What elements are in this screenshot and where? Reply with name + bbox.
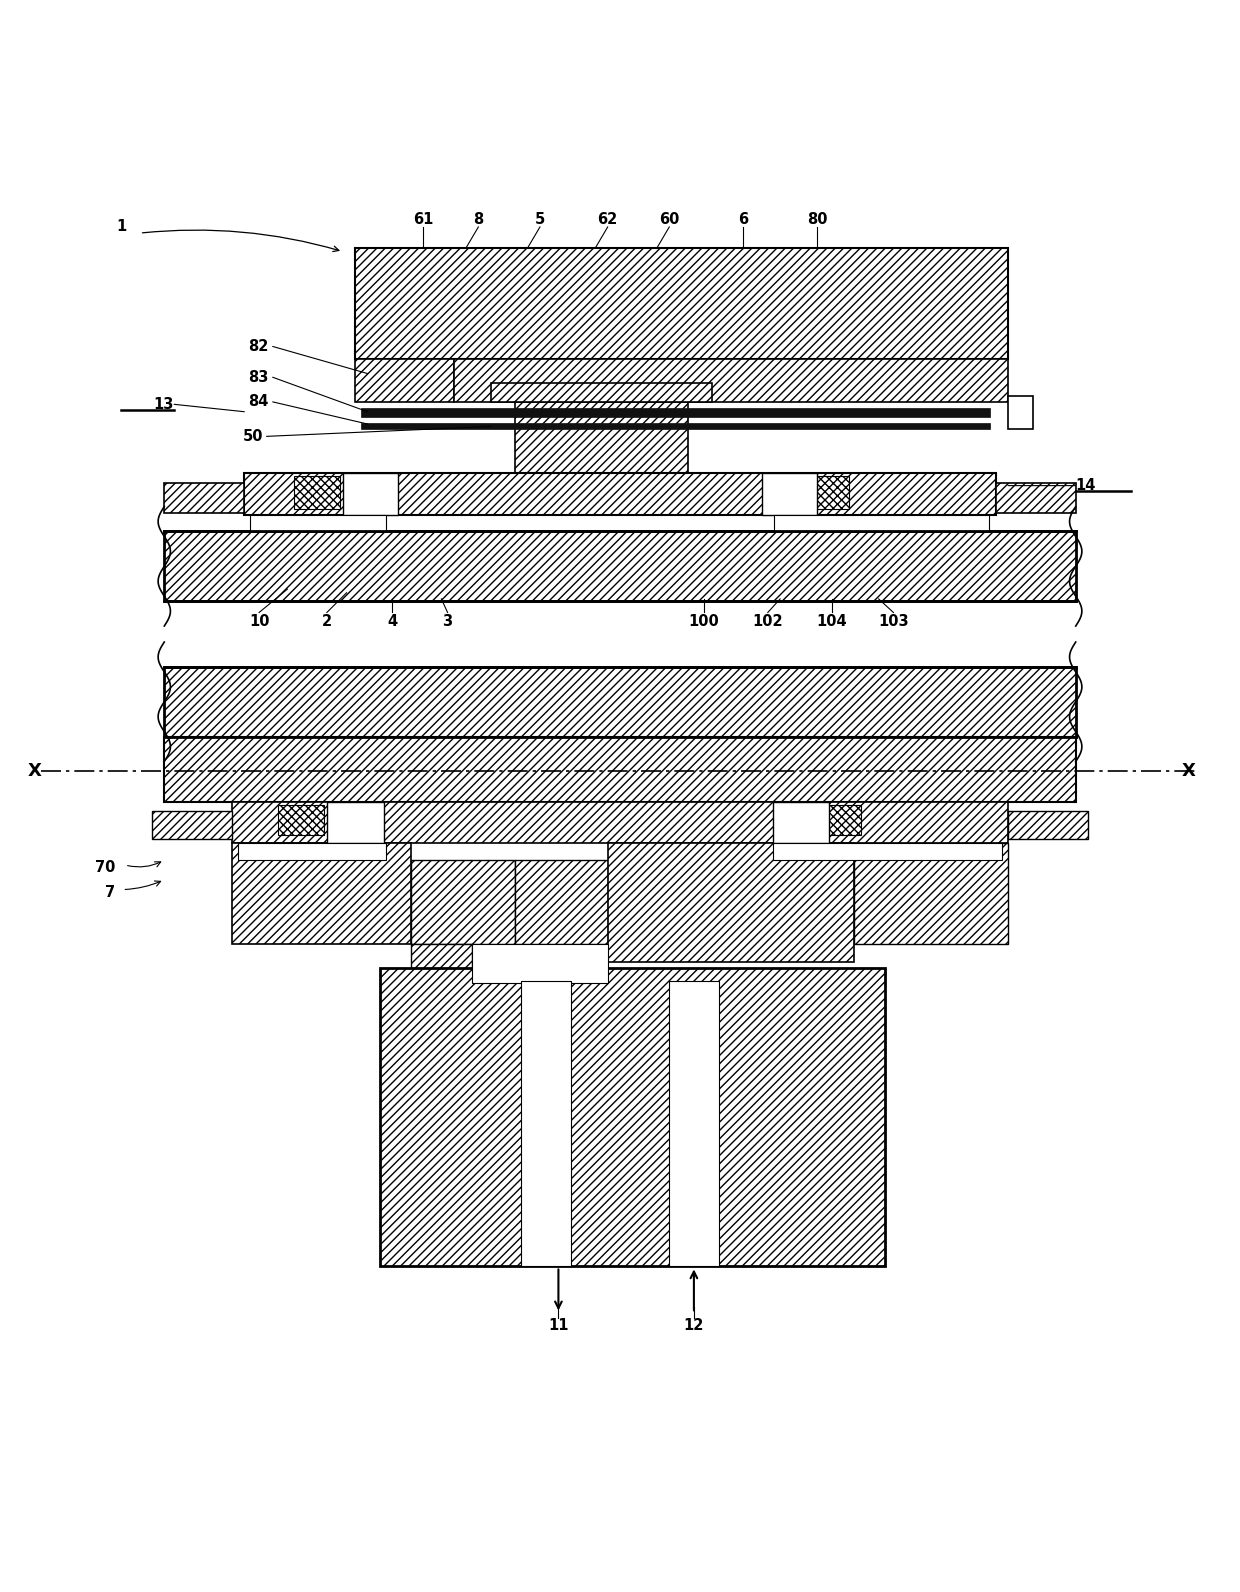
Bar xyxy=(278,804,325,836)
Bar xyxy=(1008,396,1033,428)
Text: 11: 11 xyxy=(548,1318,569,1333)
Text: 4: 4 xyxy=(387,613,397,629)
Text: 14: 14 xyxy=(1076,478,1096,494)
Text: 70: 70 xyxy=(94,860,115,876)
Bar xyxy=(773,802,830,842)
Text: 82: 82 xyxy=(248,339,269,353)
Bar xyxy=(670,981,718,1267)
Bar xyxy=(996,482,1076,513)
Bar xyxy=(774,516,990,532)
Bar xyxy=(854,842,1008,944)
Bar xyxy=(164,737,1076,802)
Text: 8: 8 xyxy=(474,212,484,228)
Bar xyxy=(244,473,996,516)
Bar xyxy=(294,476,341,509)
Bar xyxy=(454,358,1008,401)
Bar xyxy=(516,860,608,944)
Bar xyxy=(815,804,862,836)
Text: 62: 62 xyxy=(598,212,618,228)
Text: 3: 3 xyxy=(443,613,453,629)
Text: X: X xyxy=(29,763,42,780)
Text: 7: 7 xyxy=(105,885,115,899)
Text: 83: 83 xyxy=(248,369,269,385)
Bar xyxy=(410,860,516,944)
Bar xyxy=(773,842,1002,860)
Bar xyxy=(238,842,386,860)
Bar xyxy=(522,981,570,1267)
Bar xyxy=(164,667,1076,737)
Bar xyxy=(355,248,1008,358)
Bar xyxy=(250,516,386,532)
Bar xyxy=(232,842,410,944)
Bar xyxy=(1008,810,1087,839)
Text: 5: 5 xyxy=(534,212,546,228)
Bar xyxy=(355,358,454,401)
Text: 100: 100 xyxy=(688,613,719,629)
Bar xyxy=(164,532,1076,602)
Text: 10: 10 xyxy=(249,613,269,629)
Text: 50: 50 xyxy=(242,428,263,444)
Bar xyxy=(379,968,885,1267)
Text: 102: 102 xyxy=(753,613,784,629)
Bar xyxy=(516,401,688,473)
Bar xyxy=(343,473,398,516)
Text: 60: 60 xyxy=(660,212,680,228)
Bar xyxy=(327,802,383,842)
Text: 6: 6 xyxy=(738,212,748,228)
Bar xyxy=(491,384,712,401)
Bar xyxy=(802,476,849,509)
Text: 104: 104 xyxy=(816,613,847,629)
Bar xyxy=(232,802,1008,842)
Text: 84: 84 xyxy=(248,395,269,409)
Text: 1: 1 xyxy=(117,220,126,234)
Bar xyxy=(608,842,854,962)
Text: 13: 13 xyxy=(154,396,174,412)
Bar xyxy=(361,408,990,417)
Bar xyxy=(472,944,608,984)
Bar xyxy=(361,423,990,428)
Text: 12: 12 xyxy=(683,1318,704,1333)
Bar xyxy=(153,810,232,839)
Text: 61: 61 xyxy=(413,212,433,228)
Text: 80: 80 xyxy=(807,212,827,228)
Text: 103: 103 xyxy=(878,613,909,629)
Text: X: X xyxy=(1182,763,1195,780)
Bar xyxy=(410,944,472,984)
Bar xyxy=(761,473,817,516)
Bar xyxy=(164,482,244,513)
Text: 2: 2 xyxy=(322,613,332,629)
